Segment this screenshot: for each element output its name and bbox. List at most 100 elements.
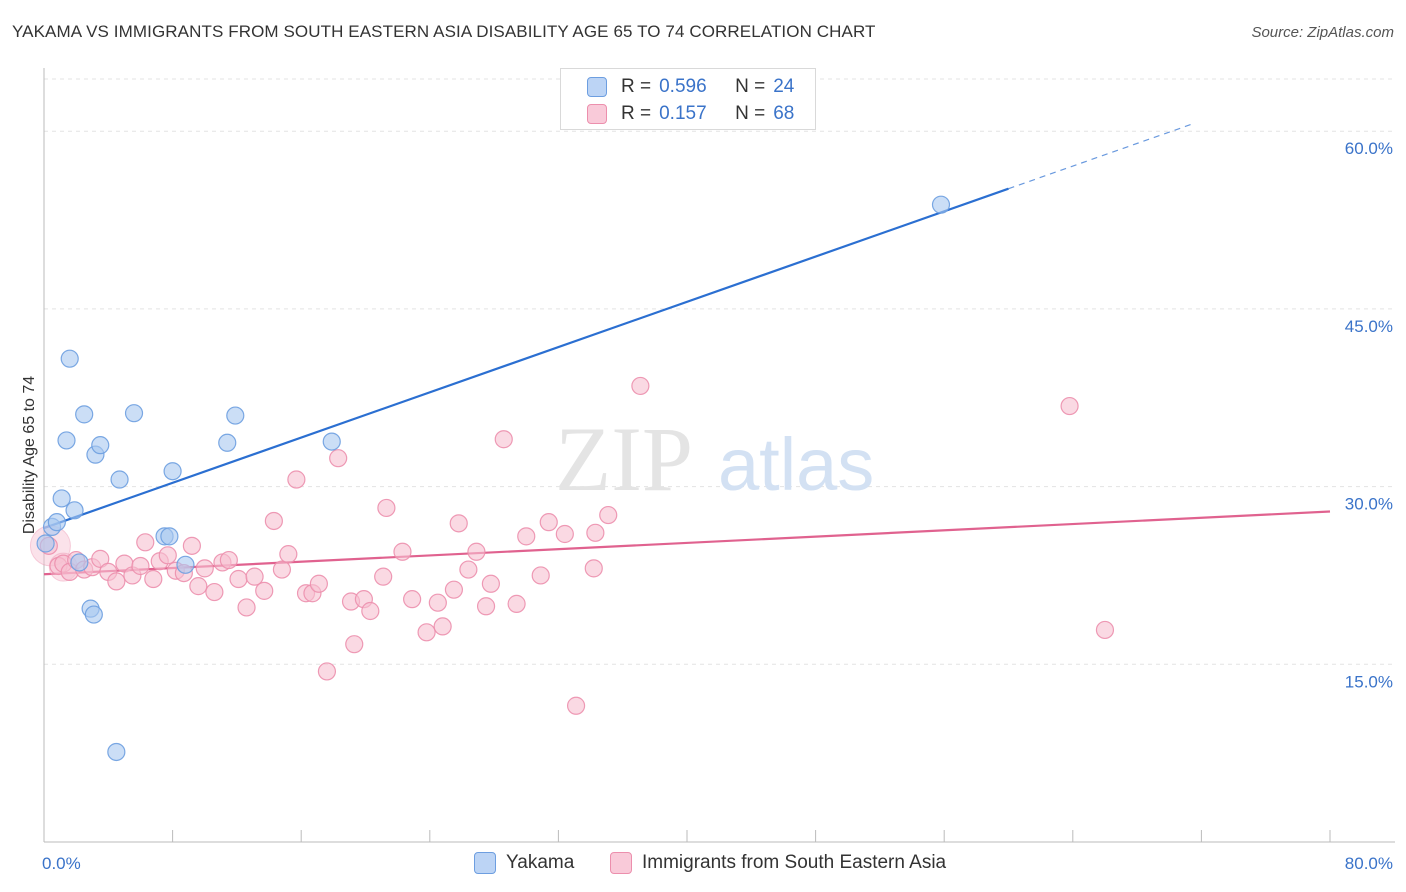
bottom-legend-yakama: Yakama <box>474 852 574 874</box>
immigrants-point <box>361 601 380 621</box>
yakama-point <box>47 513 66 532</box>
watermark-zip: ZIP <box>555 408 693 510</box>
immigrants-point <box>599 505 618 525</box>
legend-swatch-immigrants <box>587 104 607 124</box>
immigrants-point <box>309 574 328 593</box>
yakama-point <box>57 431 76 450</box>
immigrants-point <box>272 560 292 579</box>
immigrants-point <box>444 580 464 599</box>
trend-line-0 <box>43 187 1009 530</box>
immigrants-point <box>393 542 412 561</box>
axes <box>43 68 1395 843</box>
immigrants-point <box>136 533 155 552</box>
immigrants-point <box>459 560 478 579</box>
yakama-point <box>218 433 237 452</box>
legend-r-value: 0.596 <box>659 76 707 97</box>
immigrants-point <box>182 536 201 555</box>
legend-n-label: N = <box>735 103 766 124</box>
immigrants-point <box>279 545 298 564</box>
x-tick-label: 80.0% <box>1345 854 1393 873</box>
yakama-point <box>52 489 71 508</box>
bottom-legend-immigrants: Immigrants from South Eastern Asia <box>610 852 946 874</box>
y-tick-label: 15.0% <box>1345 672 1393 691</box>
immigrants-point <box>481 574 500 593</box>
legend-row-immigrants: R = 0.157 N = 68 <box>587 102 794 126</box>
yakama-point <box>36 534 55 553</box>
watermark: ZIP atlas <box>555 408 874 510</box>
y-tick-label: 30.0% <box>1345 495 1393 514</box>
immigrants-point <box>467 542 486 561</box>
immigrants-point <box>287 470 306 489</box>
immigrants-point <box>531 566 550 585</box>
chart-source: Source: ZipAtlas.com <box>1251 24 1394 41</box>
bottom-legend-label-yakama: Yakama <box>506 852 575 873</box>
immigrants-point <box>158 546 177 565</box>
immigrants-point <box>631 376 650 396</box>
immigrants-point <box>245 567 264 586</box>
data-points <box>29 195 1115 762</box>
bottom-legend-label-immigrants: Immigrants from South Eastern Asia <box>642 852 947 873</box>
yakama-point <box>163 462 182 481</box>
immigrants-point <box>476 597 496 616</box>
immigrants-point <box>417 623 436 642</box>
legend-r-label: R = <box>621 76 652 97</box>
legend-row-yakama: R = 0.596 N = 24 <box>587 75 794 99</box>
yakama-point <box>226 406 245 425</box>
y-tick-label: 45.0% <box>1345 317 1393 336</box>
immigrants-point <box>255 581 274 600</box>
immigrants-point <box>131 556 150 576</box>
immigrants-point <box>195 559 214 578</box>
yakama-point <box>107 742 126 762</box>
immigrants-point <box>517 527 536 546</box>
y-tick-label: 60.0% <box>1345 139 1393 158</box>
immigrants-point <box>403 590 422 609</box>
immigrants-point <box>91 549 110 568</box>
legend-n-value: 68 <box>773 103 795 124</box>
legend-n-label: N = <box>735 76 766 97</box>
legend-r-label: R = <box>621 103 652 124</box>
correlation-legend: R = 0.596 N = 24 R = 0.157 N = 68 <box>560 68 816 130</box>
immigrants-point <box>1095 620 1115 640</box>
yakama-point <box>110 470 129 489</box>
immigrants-point <box>329 449 348 468</box>
immigrants-point <box>377 498 396 518</box>
immigrants-point <box>219 550 238 570</box>
tick-labels: 15.0% 30.0% 45.0% 60.0% 0.0% 80.0% <box>42 139 1393 873</box>
yakama-point <box>124 404 144 423</box>
x-tick-label: 0.0% <box>42 854 81 873</box>
yakama-point <box>75 405 94 424</box>
immigrants-point <box>205 582 224 602</box>
immigrants-point <box>507 594 526 613</box>
trend-line-extension-0 <box>1008 123 1194 190</box>
immigrants-point <box>428 593 447 612</box>
bottom-legend-swatch-yakama <box>474 852 496 874</box>
yakama-point <box>322 432 341 451</box>
immigrants-point <box>555 524 574 544</box>
watermark-atlas: atlas <box>718 423 874 506</box>
yakama-point <box>931 195 951 214</box>
chart-title: YAKAMA VS IMMIGRANTS FROM SOUTH EASTERN … <box>12 22 876 41</box>
yakama-point <box>91 436 110 455</box>
legend-swatch-yakama <box>587 77 607 97</box>
immigrants-point <box>237 598 256 617</box>
immigrants-point <box>449 514 468 533</box>
yakama-point <box>60 349 79 368</box>
yakama-point <box>70 553 89 572</box>
immigrants-point <box>229 569 248 589</box>
immigrants-point <box>374 567 393 586</box>
immigrants-point <box>264 511 283 531</box>
yakama-point <box>160 527 179 546</box>
immigrants-point <box>189 577 208 596</box>
legend-n-value: 24 <box>773 76 795 97</box>
yakama-point <box>176 555 195 574</box>
immigrants-point <box>566 696 586 715</box>
trend-lines <box>43 123 1331 576</box>
bottom-legend-swatch-immigrants <box>610 852 632 874</box>
immigrants-point <box>584 559 603 578</box>
trend-line-1 <box>43 510 1331 576</box>
immigrants-point <box>1060 396 1079 416</box>
immigrants-point <box>345 635 364 654</box>
yakama-point <box>65 501 84 520</box>
immigrants-point <box>144 569 163 589</box>
